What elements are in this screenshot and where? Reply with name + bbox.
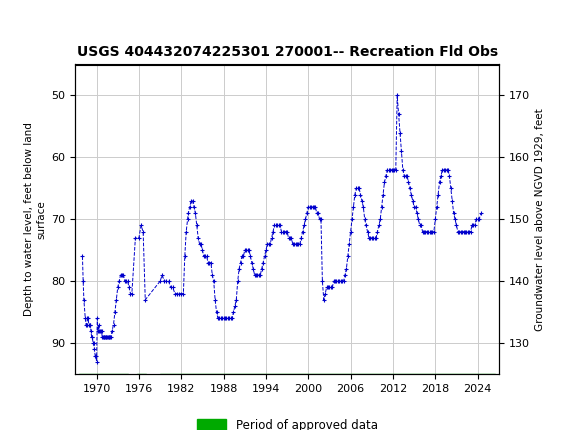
Legend: Period of approved data: Period of approved data <box>192 414 382 430</box>
Title: USGS 404432074225301 270001-- Recreation Fld Obs: USGS 404432074225301 270001-- Recreation… <box>77 45 498 59</box>
Y-axis label: Depth to water level, feet below land
surface: Depth to water level, feet below land su… <box>24 123 46 316</box>
Y-axis label: Groundwater level above NGVD 1929, feet: Groundwater level above NGVD 1929, feet <box>535 108 545 331</box>
Text: ≡USGS: ≡USGS <box>6 10 60 28</box>
